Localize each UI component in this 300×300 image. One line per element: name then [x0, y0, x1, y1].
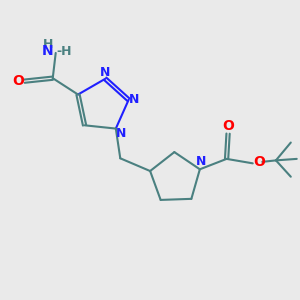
Text: -H: -H: [56, 45, 72, 58]
Text: N: N: [129, 93, 139, 106]
Text: O: O: [253, 155, 265, 169]
Text: N: N: [116, 127, 126, 140]
Text: O: O: [222, 119, 234, 133]
Text: H: H: [43, 38, 53, 50]
Text: N: N: [42, 44, 53, 58]
Text: O: O: [12, 74, 24, 88]
Text: N: N: [100, 66, 110, 80]
Text: N: N: [196, 155, 206, 168]
